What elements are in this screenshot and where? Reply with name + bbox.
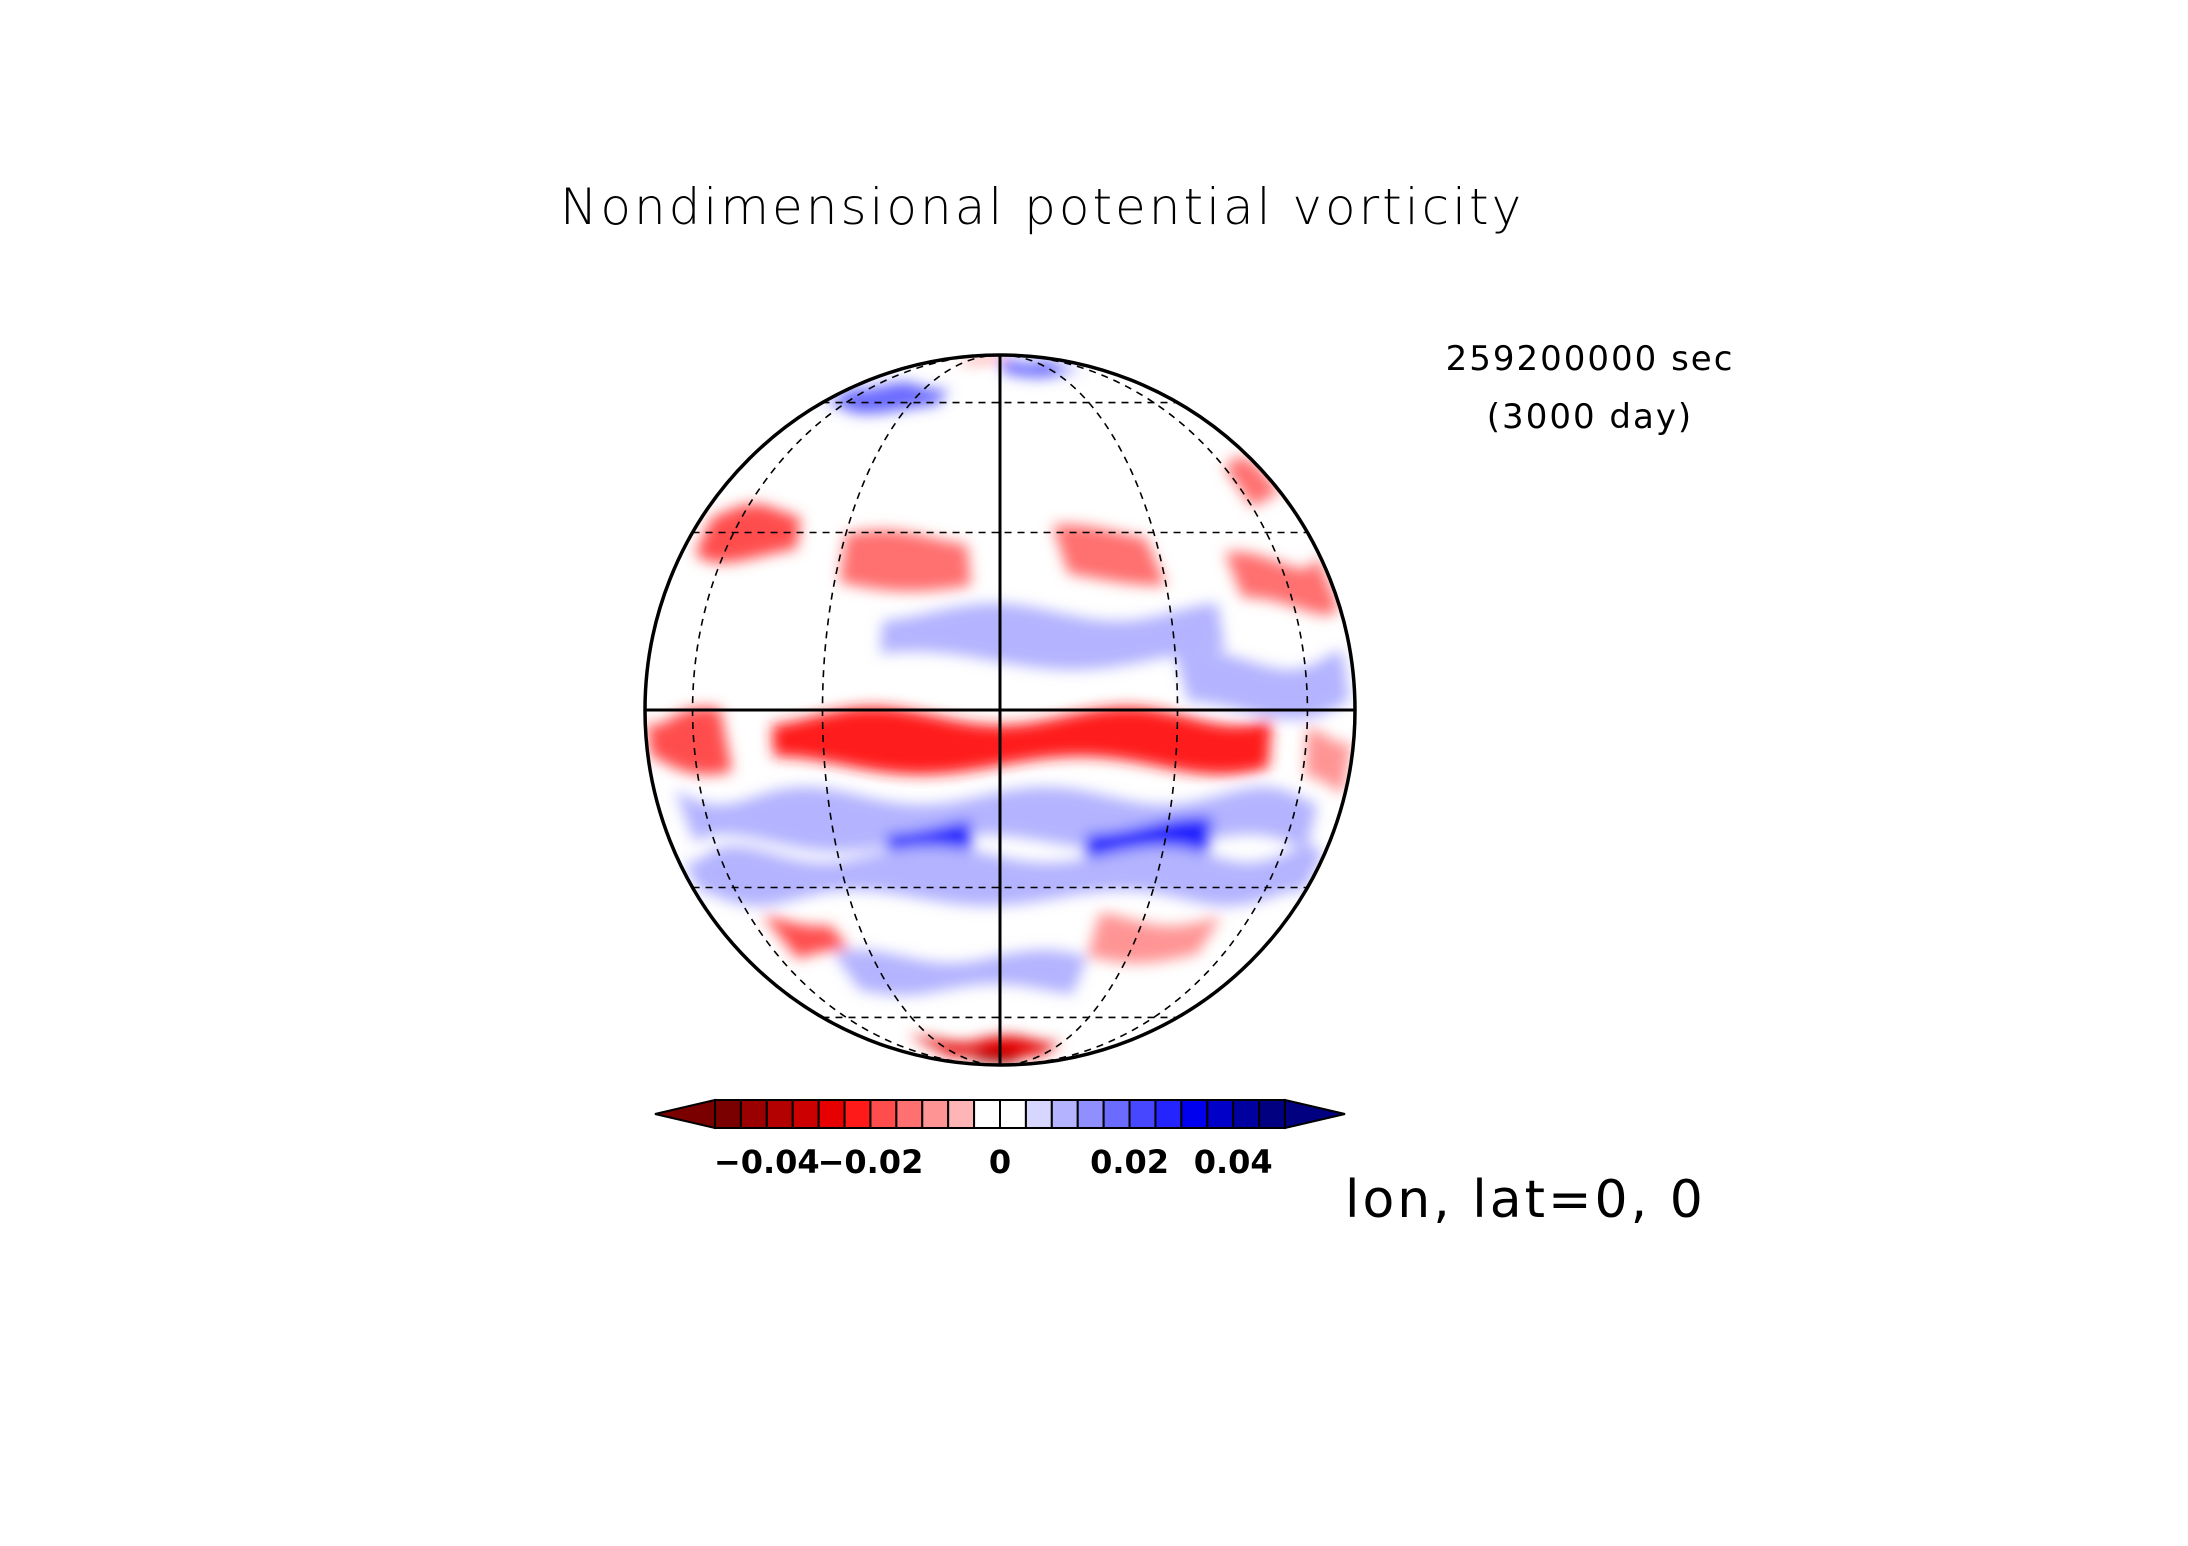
longitude-line xyxy=(821,354,1001,1066)
colorbar-tick-label: 0 xyxy=(989,1143,1011,1181)
colorbar-cell xyxy=(714,1099,742,1129)
vorticity-band xyxy=(839,529,972,592)
vorticity-band xyxy=(909,1035,1062,1057)
colorbar-cell xyxy=(869,1099,898,1129)
vorticity-band xyxy=(683,846,1322,906)
colorbar-cell xyxy=(739,1099,768,1129)
colorbar-cell xyxy=(791,1099,820,1129)
colorbar-cell xyxy=(1102,1099,1131,1129)
projection-center-label: lon, lat=0, 0 xyxy=(1345,1170,1706,1230)
colorbar-cell xyxy=(895,1099,924,1129)
colorbar-over-arrow xyxy=(1284,1098,1346,1130)
colorbar-cell xyxy=(947,1099,976,1129)
colorbar-tick-label: −0.04 xyxy=(714,1143,820,1181)
longitude-line xyxy=(999,354,1309,1066)
vorticity-band xyxy=(1224,551,1339,616)
colorbar-cell xyxy=(817,1099,846,1129)
vorticity-band xyxy=(1087,912,1222,964)
colorbar-tick-label: 0.02 xyxy=(1090,1143,1169,1181)
longitude-line xyxy=(999,354,1179,1066)
plot-title: Nondimensional potential vorticity xyxy=(560,178,1525,236)
colorbar-cell xyxy=(1258,1099,1287,1129)
colorbar-cell xyxy=(1154,1099,1183,1129)
colorbar: −0.04−0.02 0 0.02 0.04 xyxy=(654,1098,1346,1181)
vorticity-field xyxy=(646,355,1352,1064)
colorbar-cell xyxy=(1024,1099,1053,1129)
colorbar-cell xyxy=(921,1099,950,1129)
time-label: 259200000 sec (3000 day) xyxy=(1420,330,1760,446)
colorbar-cell xyxy=(1180,1099,1209,1129)
vorticity-band xyxy=(646,707,733,775)
colorbar-cell xyxy=(973,1099,1001,1129)
colorbar-cell xyxy=(1076,1099,1105,1129)
vorticity-band xyxy=(1000,359,1084,378)
colorbar-tick-label: −0.02 xyxy=(818,1143,924,1181)
graticule xyxy=(643,353,1357,1067)
time-days: (3000 day) xyxy=(1486,397,1694,437)
colorbar-cell xyxy=(1128,1099,1157,1129)
colorbar-cell xyxy=(1050,1099,1079,1129)
vorticity-band xyxy=(1224,456,1286,507)
vorticity-band xyxy=(772,706,1272,775)
time-seconds: 259200000 sec xyxy=(1445,339,1735,379)
colorbar-cell xyxy=(1206,1099,1235,1129)
vorticity-band xyxy=(1175,651,1350,720)
colorbar-under-arrow xyxy=(654,1098,716,1130)
vorticity-band xyxy=(675,786,1318,852)
colorbar-cell xyxy=(843,1099,872,1129)
globe-outline xyxy=(643,353,1357,1067)
vorticity-band xyxy=(834,949,1088,996)
colorbar-cell xyxy=(765,1099,794,1129)
colorbar-cell xyxy=(999,1099,1027,1129)
vorticity-band xyxy=(1052,524,1167,586)
colorbar-cell xyxy=(1232,1099,1261,1129)
longitude-line xyxy=(691,354,1001,1066)
vorticity-band xyxy=(957,355,1012,364)
colorbar-tick-label: 0.04 xyxy=(1194,1143,1273,1181)
vorticity-band xyxy=(761,913,850,959)
vorticity-band xyxy=(880,603,1226,670)
vorticity-band xyxy=(816,382,949,414)
vorticity-band xyxy=(1305,727,1352,793)
